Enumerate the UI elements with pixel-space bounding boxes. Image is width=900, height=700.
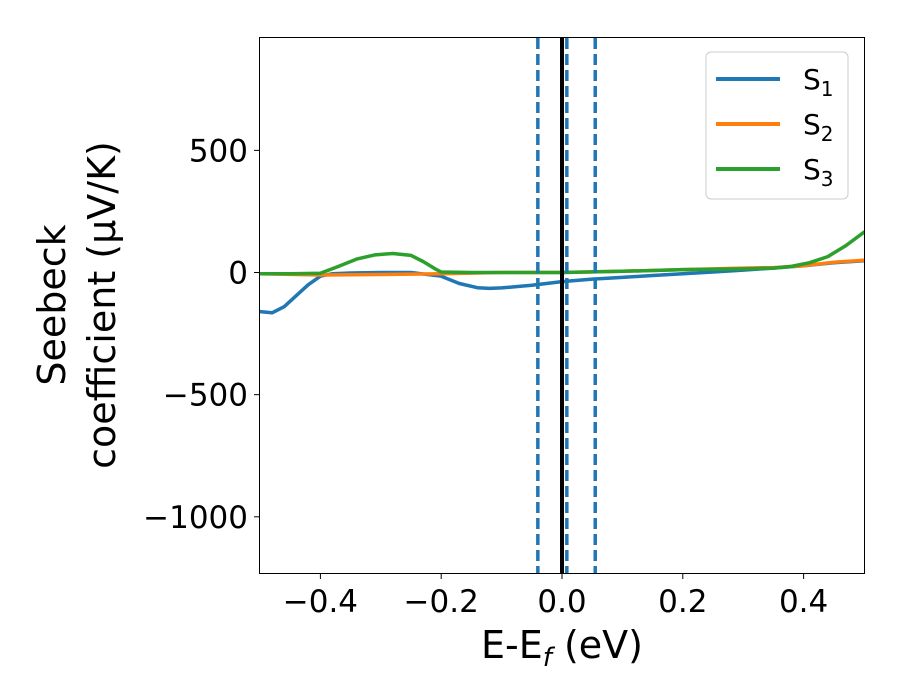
y-axis-ticks: 500 0 −500 −1000 xyxy=(143,133,260,536)
x-tick-label: −0.2 xyxy=(404,584,479,620)
y-axis-title-line1: Seebeck xyxy=(30,224,74,385)
plot-area xyxy=(260,38,864,573)
legend-label-s1: S1 xyxy=(803,63,834,101)
x-tick-label: 0.2 xyxy=(658,584,707,620)
x-tick-label: −0.4 xyxy=(283,584,358,620)
y-tick-label: −500 xyxy=(163,378,248,414)
x-tick-label: 0.4 xyxy=(779,584,828,620)
series-line-s3 xyxy=(260,230,864,276)
x-axis-title: E-Ef (eV) xyxy=(481,623,643,673)
legend-label-s3: S3 xyxy=(803,153,834,191)
x-tick-label: 0.0 xyxy=(537,584,586,620)
x-axis-ticks: −0.4 −0.2 0.0 0.2 0.4 xyxy=(283,573,828,620)
legend-label-s2: S2 xyxy=(803,108,834,146)
y-axis-title-line2: coefficient (μV/K) xyxy=(80,141,124,469)
y-tick-label: 500 xyxy=(189,133,248,169)
y-tick-label: −1000 xyxy=(143,500,248,536)
legend: S1 S2 S3 xyxy=(705,51,849,200)
y-tick-label: 0 xyxy=(228,256,248,292)
